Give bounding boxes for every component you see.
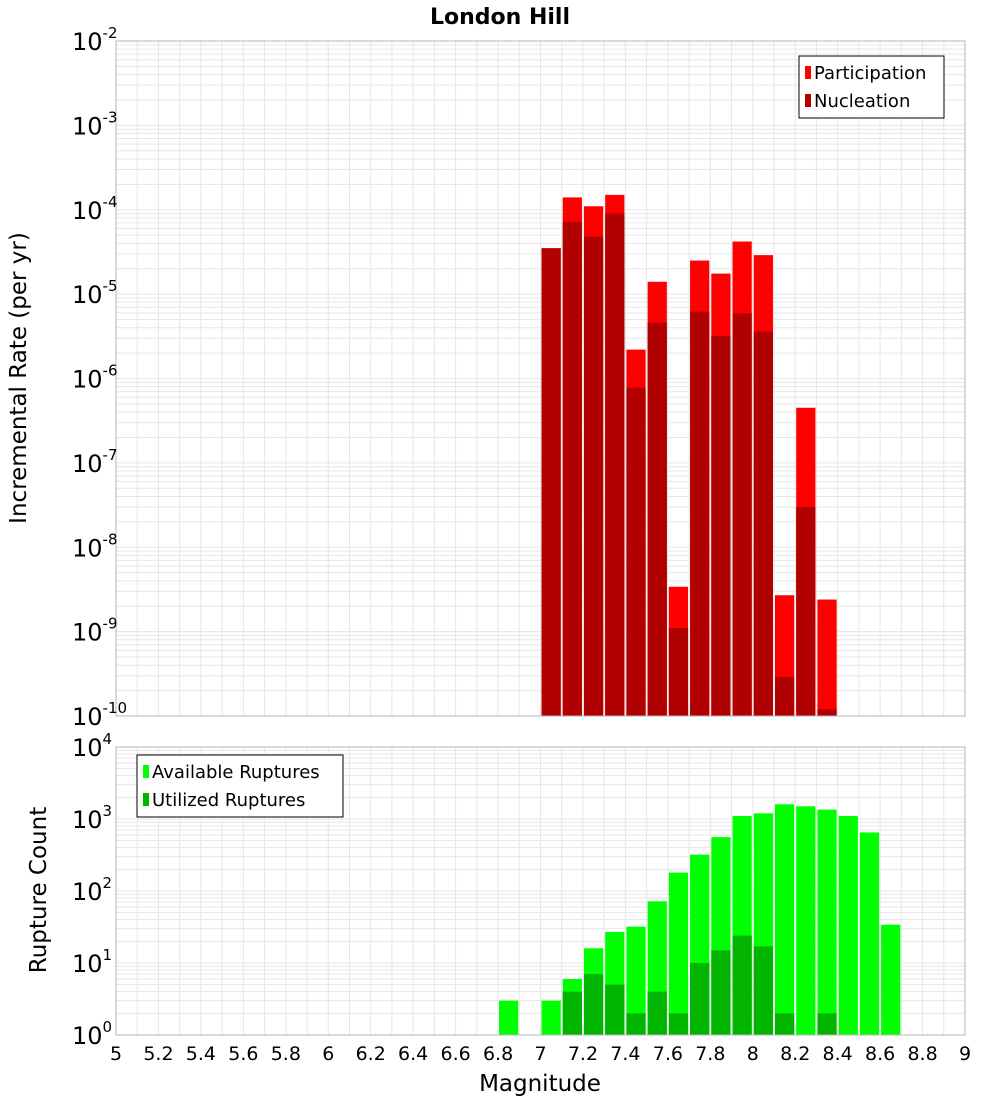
top-panel: 10-10 10-9 10-8 10-7 10-6 10-5 10-4 10-3 10-2 Par… xyxy=(72,24,966,731)
x-tick-label: 8.4 xyxy=(823,1043,853,1065)
bottom-legend-box xyxy=(136,754,344,818)
bottom-y-tick-label: 104 xyxy=(72,730,112,762)
x-tick-label: 7 xyxy=(534,1043,546,1065)
bar-nucleation xyxy=(796,506,816,716)
bar-utilized-ruptures xyxy=(626,1013,646,1035)
bar-nucleation xyxy=(711,335,731,716)
bar-utilized-ruptures xyxy=(732,935,752,1035)
x-tick-label: 8.8 xyxy=(907,1043,937,1065)
top-legend: Participation Nucleation xyxy=(798,55,945,119)
bottom-plot-frame xyxy=(115,746,966,1036)
x-tick-label: 9 xyxy=(959,1043,971,1065)
x-tick-label: 5.8 xyxy=(271,1043,301,1065)
x-tick-label: 5 xyxy=(110,1043,122,1065)
bottom-y-axis-label: Rupture Count xyxy=(26,807,52,973)
bar-nucleation xyxy=(626,387,646,716)
x-tick-label: 5.4 xyxy=(186,1043,216,1065)
top-y-tick-label: 10-4 xyxy=(72,193,118,225)
bar-available-ruptures xyxy=(796,806,816,1035)
x-tick-label: 5.6 xyxy=(228,1043,258,1065)
top-y-tick-label: 10-2 xyxy=(72,24,118,56)
x-tick-label: 7.6 xyxy=(653,1043,683,1065)
top-legend-swatch xyxy=(805,66,811,79)
bottom-legend-label: Available Ruptures xyxy=(152,762,320,783)
bar-available-ruptures xyxy=(838,816,858,1035)
x-axis-label: Magnitude xyxy=(479,1071,601,1097)
top-gridlines xyxy=(115,41,966,717)
top-y-tick-label: 10-6 xyxy=(72,362,118,394)
bar-available-ruptures xyxy=(859,832,880,1035)
bottom-bars xyxy=(499,804,901,1035)
chart-title: London Hill xyxy=(430,5,570,30)
bar-available-ruptures xyxy=(881,924,901,1035)
bar-utilized-ruptures xyxy=(583,974,604,1035)
bar-nucleation xyxy=(541,248,561,717)
x-tick-label: 6.6 xyxy=(440,1043,470,1065)
bar-available-ruptures xyxy=(817,809,837,1035)
bar-utilized-ruptures xyxy=(690,963,710,1035)
bar-utilized-ruptures xyxy=(817,1013,837,1035)
bottom-y-tick-label: 101 xyxy=(72,946,112,978)
bottom-legend-swatch xyxy=(143,793,149,806)
x-tick-label: 5.2 xyxy=(143,1043,173,1065)
bottom-y-tick-label: 103 xyxy=(72,802,112,834)
x-ticks: 5 5.2 5.4 5.6 5.8 6 6.2 6.4 6.6 6.8 7 7.2 7.4 7.6 7.8 8… xyxy=(110,1043,971,1065)
x-tick-label: 8.6 xyxy=(865,1043,895,1065)
top-legend-swatch xyxy=(805,94,811,107)
top-y-tick-label: 10-3 xyxy=(72,108,118,140)
bottom-y-ticks: 100 101 102 103 104 xyxy=(72,730,112,1050)
bottom-y-tick-label: 100 xyxy=(72,1018,112,1050)
x-tick-label: 7.4 xyxy=(610,1043,640,1065)
bar-nucleation xyxy=(668,628,689,716)
bar-utilized-ruptures xyxy=(668,1013,689,1035)
x-tick-label: 8.2 xyxy=(780,1043,810,1065)
top-y-axis-label: Incremental Rate (per yr) xyxy=(6,232,32,524)
bar-available-ruptures xyxy=(626,926,646,1035)
top-y-tick-label: 10-8 xyxy=(72,530,118,562)
bar-nucleation xyxy=(690,311,710,716)
bar-utilized-ruptures xyxy=(774,1013,795,1035)
bar-available-ruptures xyxy=(774,804,795,1035)
bar-utilized-ruptures xyxy=(753,946,773,1035)
bar-nucleation xyxy=(774,676,795,716)
bar-nucleation xyxy=(732,313,752,716)
x-tick-label: 6 xyxy=(322,1043,334,1065)
bar-nucleation xyxy=(817,709,837,716)
bottom-legend: Available Ruptures Utilized Ruptures xyxy=(136,754,344,818)
top-y-tick-label: 10-9 xyxy=(72,615,118,647)
x-tick-label: 7.2 xyxy=(568,1043,598,1065)
bottom-panel: 100 101 102 103 104 Available Ruptures Utilize… xyxy=(72,730,971,1065)
bar-nucleation xyxy=(647,322,667,716)
bar-nucleation xyxy=(605,213,625,717)
top-legend-label: Participation xyxy=(814,63,926,84)
bar-utilized-ruptures xyxy=(647,991,667,1035)
bar-available-ruptures xyxy=(541,1000,561,1035)
x-tick-label: 6.4 xyxy=(398,1043,428,1065)
bottom-legend-label: Utilized Ruptures xyxy=(152,790,305,811)
bottom-legend-swatch xyxy=(143,765,149,778)
x-tick-label: 6.8 xyxy=(483,1043,513,1065)
bar-nucleation xyxy=(583,236,604,716)
top-plot-frame xyxy=(115,40,966,717)
bar-nucleation xyxy=(753,331,773,716)
bar-utilized-ruptures xyxy=(605,984,625,1035)
bar-available-ruptures xyxy=(499,1000,519,1035)
x-tick-label: 6.2 xyxy=(356,1043,386,1065)
bar-utilized-ruptures xyxy=(562,991,582,1035)
bar-utilized-ruptures xyxy=(711,950,731,1035)
top-y-tick-label: 10-10 xyxy=(72,699,127,731)
bar-nucleation xyxy=(562,221,582,716)
x-tick-label: 7.8 xyxy=(695,1043,725,1065)
top-legend-box xyxy=(798,55,945,119)
bar-available-ruptures xyxy=(668,872,689,1035)
bottom-y-tick-label: 102 xyxy=(72,874,112,906)
top-legend-label: Nucleation xyxy=(814,91,910,112)
top-y-tick-label: 10-5 xyxy=(72,277,118,309)
bar-participation xyxy=(817,599,837,716)
top-bars xyxy=(541,194,837,717)
top-y-tick-label: 10-7 xyxy=(72,446,118,478)
x-tick-label: 8 xyxy=(747,1043,759,1065)
top-y-ticks: 10-10 10-9 10-8 10-7 10-6 10-5 10-4 10-3 10-2 xyxy=(72,24,127,731)
